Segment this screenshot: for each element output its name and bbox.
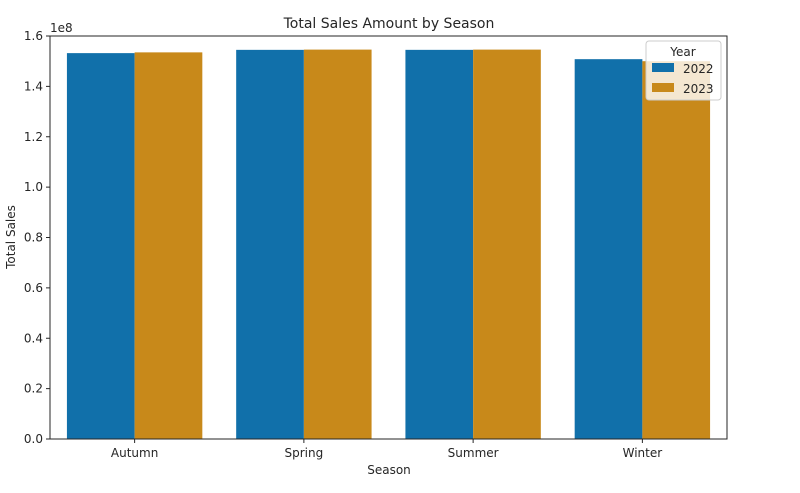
y-axis: 0.0 0.2 0.4 0.6 0.8 1.0 1.2 1.4 1.6 [24,29,50,446]
x-tick-label: Summer [448,446,499,460]
y-tick-label: 0.8 [24,231,43,245]
bar-autumn-2022 [66,53,135,439]
legend-title: Year [669,45,695,59]
y-tick-label: 0.0 [24,432,43,446]
bar-spring-2022 [236,49,304,440]
y-tick-label: 1.6 [24,29,43,43]
x-axis-label: Season [367,463,411,477]
bars-group [66,49,711,440]
bar-winter-2023 [642,61,711,439]
bar-winter-2022 [574,59,643,440]
x-tick-label: Autumn [111,446,158,460]
bar-summer-2022 [405,49,474,440]
legend: Year 2022 2023 [645,40,722,101]
x-tick-label: Winter [623,446,663,460]
bar-summer-2023 [473,49,541,439]
y-tick-label: 1.4 [24,79,43,93]
y-tick-label: 0.4 [24,331,43,345]
legend-swatch-2022 [652,63,674,72]
legend-swatch-2023 [652,83,674,92]
legend-label-2022: 2022 [683,62,714,76]
legend-label-2023: 2023 [683,82,714,96]
y-tick-label: 0.2 [24,382,43,396]
y-scale-label: 1e8 [50,21,73,35]
bar-spring-2023 [303,49,372,439]
bar-autumn-2023 [134,52,203,439]
x-axis: Autumn Spring Summer Winter [111,439,662,460]
y-tick-label: 1.0 [24,180,43,194]
y-tick-label: 1.2 [24,130,43,144]
x-tick-label: Spring [285,446,324,460]
y-axis-label: Total Sales [4,205,18,270]
y-tick-label: 0.6 [24,281,43,295]
plot-frame [49,35,728,440]
chart-title: Total Sales Amount by Season [283,16,495,32]
